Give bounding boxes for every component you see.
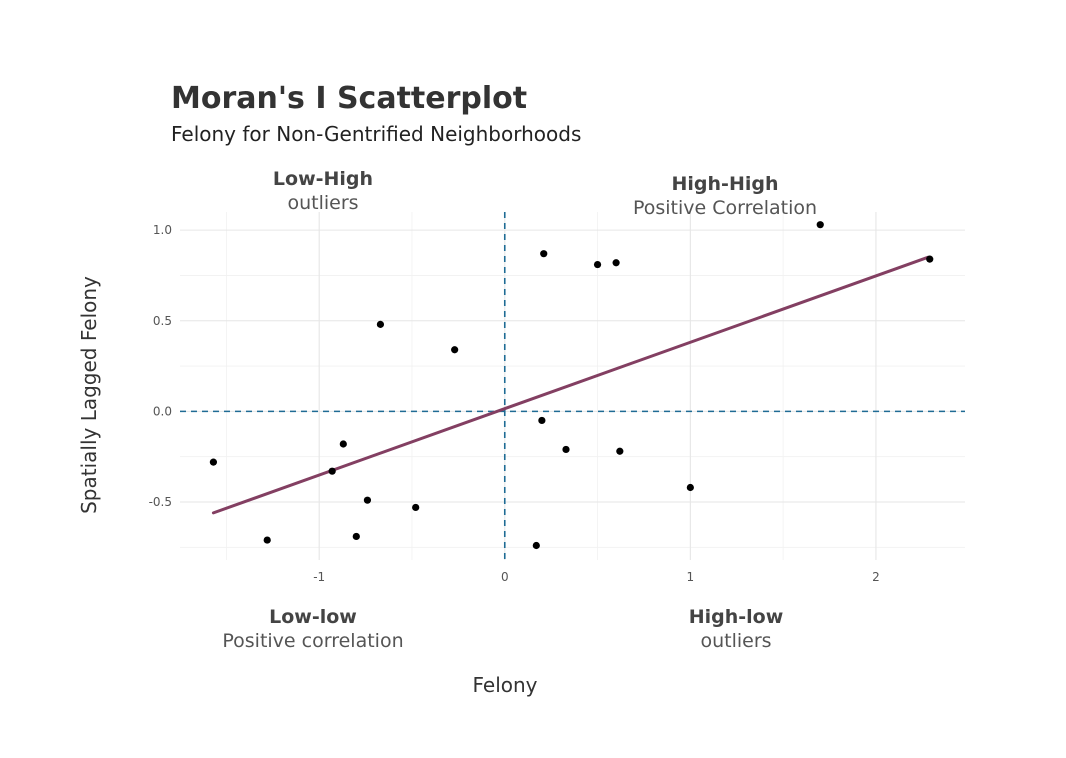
scatter-point [540,250,548,258]
high-high-label: High-High [672,173,779,195]
x-axis-title: Felony [472,673,537,697]
high-low-sublabel: outliers [700,630,771,652]
scatter-point [328,467,336,475]
x-tick-label: 2 [872,570,880,584]
scatter-point [562,445,570,454]
scatter-point [538,416,546,425]
x-tick-label: 1 [687,570,695,584]
scatter-point [616,447,624,455]
scatter-point [451,346,459,354]
scatter-point [339,440,347,448]
y-tick-label: 0.0 [153,404,172,418]
x-tick-label: -1 [313,570,325,584]
x-tick-label: 0 [501,570,509,584]
scatter-point [209,458,218,466]
scatter-point [352,532,360,541]
scatter-point [816,221,824,229]
high-low-label: High-low [689,606,784,628]
low-low-sublabel: Positive correlation [222,630,403,652]
scatter-point [363,496,372,504]
low-high-sublabel: outliers [287,192,358,214]
chart-title: Moran's I Scatterplot [171,81,527,116]
scatter-point [532,541,540,550]
tick-labels: -1 0 1 2 -0.5 0.0 0.5 1.0 [149,223,880,584]
reference-lines [180,212,965,560]
y-tick-label: 0.5 [153,314,172,328]
scatter-point [612,259,620,267]
chart-subtitle: Felony for Non-Gentrified Neighborhoods [171,122,581,146]
scatter-point [686,483,694,492]
scatter-point [926,255,934,263]
scatter-point [376,320,385,328]
data-points [209,221,934,550]
y-tick-label: -0.5 [149,495,172,509]
regression-line [211,255,930,515]
regression-line-layer [211,255,930,515]
y-tick-label: 1.0 [153,223,172,237]
high-high-sublabel: Positive Correlation [633,197,817,219]
scatter-point [263,536,271,544]
y-axis-title: Spatially Lagged Felony [77,276,101,514]
scatter-point [412,503,420,512]
low-low-label: Low-low [269,606,357,628]
low-high-label: Low-High [273,168,373,190]
scatter-point [593,260,602,269]
